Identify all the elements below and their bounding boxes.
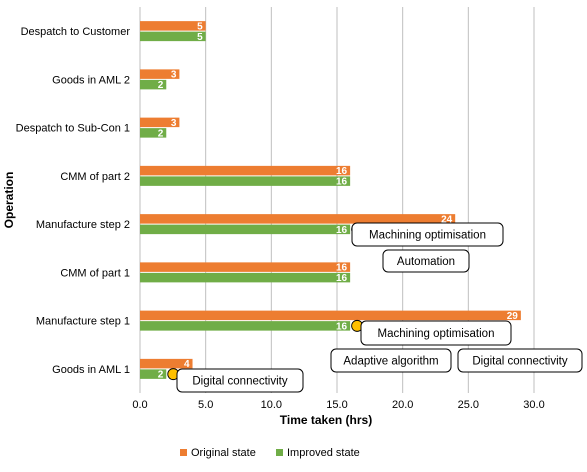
category-label: CMM of part 1 [60,267,130,279]
bar-improved-state [140,79,167,90]
x-tick-labels: 0.0 5.0 10.0 15.0 20.0 25.0 30.0 [132,399,544,411]
legend: Original state Improved state [180,447,360,459]
annotation-text: Digital connectivity [472,356,567,368]
data-label: 2 [158,370,164,381]
annotations: Machining optimisation Automation Machinin… [176,222,583,393]
bar-original-state [140,117,180,128]
x-tick-label: 15.0 [326,399,347,411]
data-label: 16 [336,263,348,274]
bar-improved-state [140,128,167,138]
category-label: Despatch to Customer [21,26,131,38]
data-label: 24 [441,214,453,225]
legend-item-original-state: Original state [191,447,256,459]
data-label: 29 [507,311,519,322]
annotation-text: Adaptive algorithm [343,356,438,368]
data-label: 3 [171,118,177,129]
x-tick-label: 30.0 [523,399,544,411]
data-label: 4 [184,359,190,370]
x-tick-label: 0.0 [132,399,147,411]
bar-original-state [140,21,206,31]
data-label: 5 [197,32,203,43]
annotation-box [360,320,512,346]
annotation-box [176,368,304,393]
bar-improved-state [140,369,167,379]
annotation-text: Digital connectivity [192,376,287,388]
category-label: Goods in AML 1 [52,364,130,376]
data-label: 3 [171,70,177,81]
bar-improved-state [140,176,351,186]
data-label: 2 [158,80,164,91]
bar-original-state [140,214,456,224]
data-label: 16 [336,321,348,332]
bar-improved-state [140,272,351,283]
x-tick-label: 25.0 [458,399,479,411]
category-label: Despatch to Sub-Con 1 [16,123,130,135]
annotation-box [457,348,583,373]
data-label: 2 [158,128,164,139]
category-label: Manufacture step 2 [36,219,130,231]
bar-original-state [140,358,193,369]
data-label: 16 [336,166,348,177]
bar-original-state [140,310,521,321]
bar-improved-state [140,31,206,42]
legend-swatch [276,449,283,456]
bar-original-state [140,165,351,176]
data-label: 16 [336,177,348,188]
x-tick-label: 20.0 [392,399,413,411]
data-label: 16 [336,225,348,236]
category-label: Goods in AML 2 [52,74,130,86]
bar-original-state [140,69,180,79]
x-tick-label: 5.0 [198,399,213,411]
x-tick-label: 10.0 [261,399,282,411]
annotation-text: Machining optimisation [378,328,495,340]
annotation-box [351,222,504,247]
annotation-box [382,249,470,273]
category-label: CMM of part 2 [60,171,130,183]
annotation-text: Automation [397,256,455,268]
bar-original-state [140,262,351,272]
annotation-box [330,348,452,373]
legend-swatch [180,449,187,456]
legend-item-improved-state: Improved state [287,447,360,459]
data-label: 16 [336,273,348,284]
category-label: Manufacture step 1 [36,316,130,328]
x-axis-title: Time taken (hrs) [280,413,372,427]
annotation-text: Machining optimisation [369,230,486,242]
y-axis-title: Operation [2,172,16,229]
data-label: 5 [197,21,203,32]
bar-improved-state [140,321,351,331]
category-labels: Despatch to Customer Goods in AML 2 Despat… [16,26,131,376]
bar-improved-state [140,224,351,235]
